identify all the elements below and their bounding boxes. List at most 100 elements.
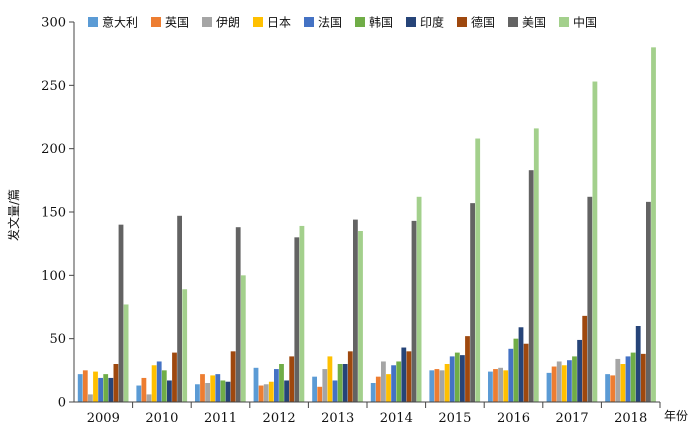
y-tick-label: 50	[49, 332, 66, 347]
bar	[449, 356, 455, 402]
bar	[210, 375, 216, 402]
bar	[454, 352, 460, 402]
bar	[434, 369, 440, 402]
legend-swatch	[457, 17, 467, 27]
bar	[488, 371, 493, 402]
legend-swatch	[151, 17, 161, 27]
x-tick-label: 2011	[204, 411, 237, 426]
legend-label: 美国	[522, 16, 546, 30]
bar	[263, 384, 269, 402]
bar	[342, 364, 348, 402]
bar	[77, 374, 83, 402]
bar	[396, 361, 402, 402]
bar	[572, 356, 577, 402]
bar	[82, 370, 88, 402]
bar	[610, 375, 616, 402]
bar	[253, 367, 259, 402]
bar	[299, 225, 305, 402]
bar	[546, 372, 552, 402]
legend-label: 日本	[267, 16, 291, 30]
legend-label: 德国	[471, 15, 495, 30]
y-tick-label: 250	[41, 79, 66, 94]
bar	[156, 361, 162, 402]
bar	[182, 289, 188, 402]
legend-swatch	[355, 17, 365, 27]
bar	[322, 369, 328, 402]
bar	[258, 385, 264, 402]
bar	[146, 394, 152, 402]
bar	[533, 128, 539, 402]
legend-label: 韩国	[369, 15, 393, 30]
legend-swatch	[202, 17, 212, 27]
x-tick-label: 2012	[263, 411, 296, 426]
legend-label: 意大利	[102, 15, 138, 30]
bar	[503, 370, 509, 402]
bar	[93, 371, 98, 402]
bar	[284, 380, 289, 402]
bar	[465, 336, 470, 402]
bar	[444, 364, 450, 402]
bar	[268, 381, 274, 402]
bar	[177, 215, 182, 402]
legend-swatch	[508, 17, 518, 27]
legend-label: 英国	[165, 16, 189, 30]
bar	[118, 224, 124, 402]
bar	[235, 227, 241, 402]
bar	[582, 315, 588, 402]
bar	[289, 356, 295, 402]
bar	[98, 377, 103, 402]
bar	[141, 377, 147, 402]
legend-label: 中国	[573, 15, 597, 30]
bar	[620, 364, 626, 402]
bar	[651, 47, 656, 402]
bar	[240, 275, 246, 402]
bar	[167, 380, 172, 402]
bar	[577, 339, 582, 402]
bar	[556, 361, 562, 402]
bar	[375, 376, 381, 402]
bar	[523, 343, 529, 402]
bar	[358, 231, 363, 402]
x-tick-label: 2010	[145, 411, 178, 426]
bar	[370, 383, 376, 402]
bar	[337, 364, 343, 402]
bar	[615, 358, 621, 402]
bar	[108, 377, 114, 402]
bar	[640, 353, 646, 402]
bar	[460, 355, 465, 402]
bar	[195, 384, 200, 402]
bar	[88, 394, 93, 402]
bar	[429, 370, 435, 402]
legend: 意大利 英国 伊朗 日本 法国 韩国 印度 德国 美国 中国	[88, 15, 597, 30]
bar	[411, 220, 417, 402]
legend-swatch	[88, 17, 98, 27]
y-tick-label: 300	[41, 16, 66, 31]
bar	[123, 304, 129, 402]
legend-swatch	[559, 17, 569, 27]
bar	[205, 383, 210, 402]
bar	[353, 219, 358, 402]
bar	[625, 356, 631, 402]
x-tick-label: 2015	[438, 411, 471, 426]
legend-label: 伊朗	[216, 16, 240, 30]
bar	[470, 203, 475, 402]
bar	[561, 365, 567, 402]
bar	[635, 326, 641, 402]
x-tick-label: 2014	[380, 411, 413, 426]
bar	[381, 361, 386, 402]
bar	[528, 170, 534, 402]
bar	[416, 196, 422, 402]
bar	[439, 370, 445, 402]
bar	[630, 352, 636, 402]
x-tick-label: 2009	[87, 411, 120, 426]
bar	[312, 376, 317, 402]
bar	[592, 81, 598, 403]
bar	[220, 380, 226, 402]
legend-label: 印度	[420, 15, 444, 30]
bars	[77, 47, 656, 403]
x-axis-title: 年份	[664, 409, 688, 423]
bar	[230, 351, 236, 402]
bar	[605, 374, 610, 402]
legend-swatch	[304, 17, 314, 27]
y-tick-label: 150	[41, 206, 66, 221]
